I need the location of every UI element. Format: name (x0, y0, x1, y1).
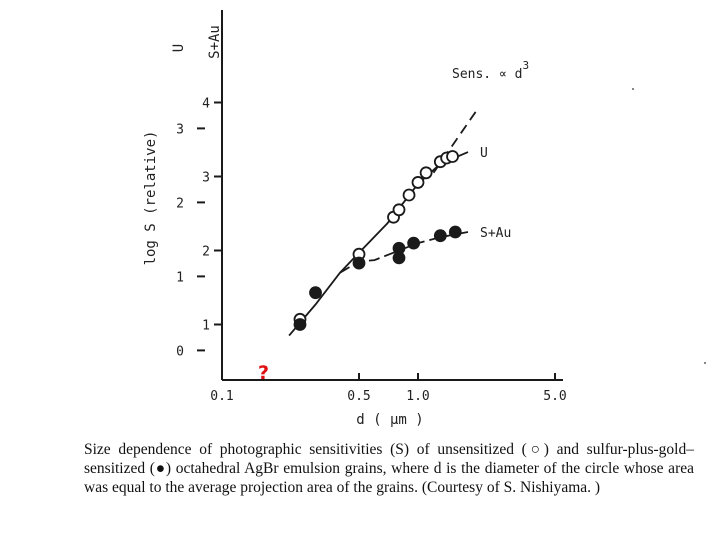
x-tick-label: 0.1 (210, 389, 233, 404)
left-tick-label: 0 (176, 344, 184, 359)
s-au-data-point (407, 236, 421, 250)
s-au-axis-name: S+Au (207, 25, 223, 59)
question-mark-annotation: ? (258, 362, 270, 384)
guide-line-label-part: Sens. (452, 67, 499, 82)
u-data-point (411, 176, 425, 189)
series-label: U (480, 146, 488, 161)
scan-speck (632, 88, 634, 90)
left-tick-label: 3 (176, 122, 184, 137)
s-au-data-point (309, 286, 322, 300)
u-data-point (446, 150, 459, 163)
u-data-point (392, 203, 406, 217)
guide-line-label-part: ∝ (499, 67, 515, 82)
scan-speck (704, 362, 706, 364)
figure-caption: Size dependence of photographic sensitiv… (84, 441, 694, 496)
guide-line-label: Sens. ∝ d3 (452, 59, 529, 82)
x-tick-label: 0.5 (347, 389, 370, 404)
x-tick-label: 5.0 (543, 389, 566, 404)
s-au-data-point (433, 229, 447, 243)
u-data-point (419, 166, 433, 180)
markers (293, 150, 462, 331)
s-au-data-point (293, 318, 307, 331)
u-axis-name: U (171, 44, 187, 52)
x-axis-title: d ( µm ) (356, 412, 423, 428)
right-tick-label: 2 (202, 245, 210, 260)
left-tick-label: 1 (176, 270, 184, 285)
guide-line (432, 109, 478, 174)
y-axis-title: log S (relative) (143, 131, 159, 266)
right-tick-label: 1 (202, 319, 210, 334)
axes (197, 10, 563, 381)
series-label: S+Au (480, 226, 511, 241)
u-data-point (402, 188, 416, 202)
s-au-data-point (448, 225, 462, 239)
right-tick-label: 4 (202, 97, 210, 112)
chart: 0.1 0.5 1.0 5.0 d ( µm ) 0 1 2 3 1 2 3 4 U S+Au log S (… (143, 10, 567, 428)
right-tick-label: 3 (202, 171, 210, 186)
curves (288, 109, 478, 337)
guide-line-label-part: d (515, 67, 523, 82)
left-tick-label: 2 (176, 196, 184, 211)
series-curve (288, 151, 469, 337)
x-tick-label: 1.0 (406, 389, 429, 404)
s-au-data-point (352, 256, 366, 270)
s-au-data-point (392, 241, 406, 255)
labels: 0.1 0.5 1.0 5.0 d ( µm ) 0 1 2 3 1 2 3 4 U S+Au log S (… (143, 25, 567, 428)
guide-line-label-part: 3 (522, 59, 529, 72)
